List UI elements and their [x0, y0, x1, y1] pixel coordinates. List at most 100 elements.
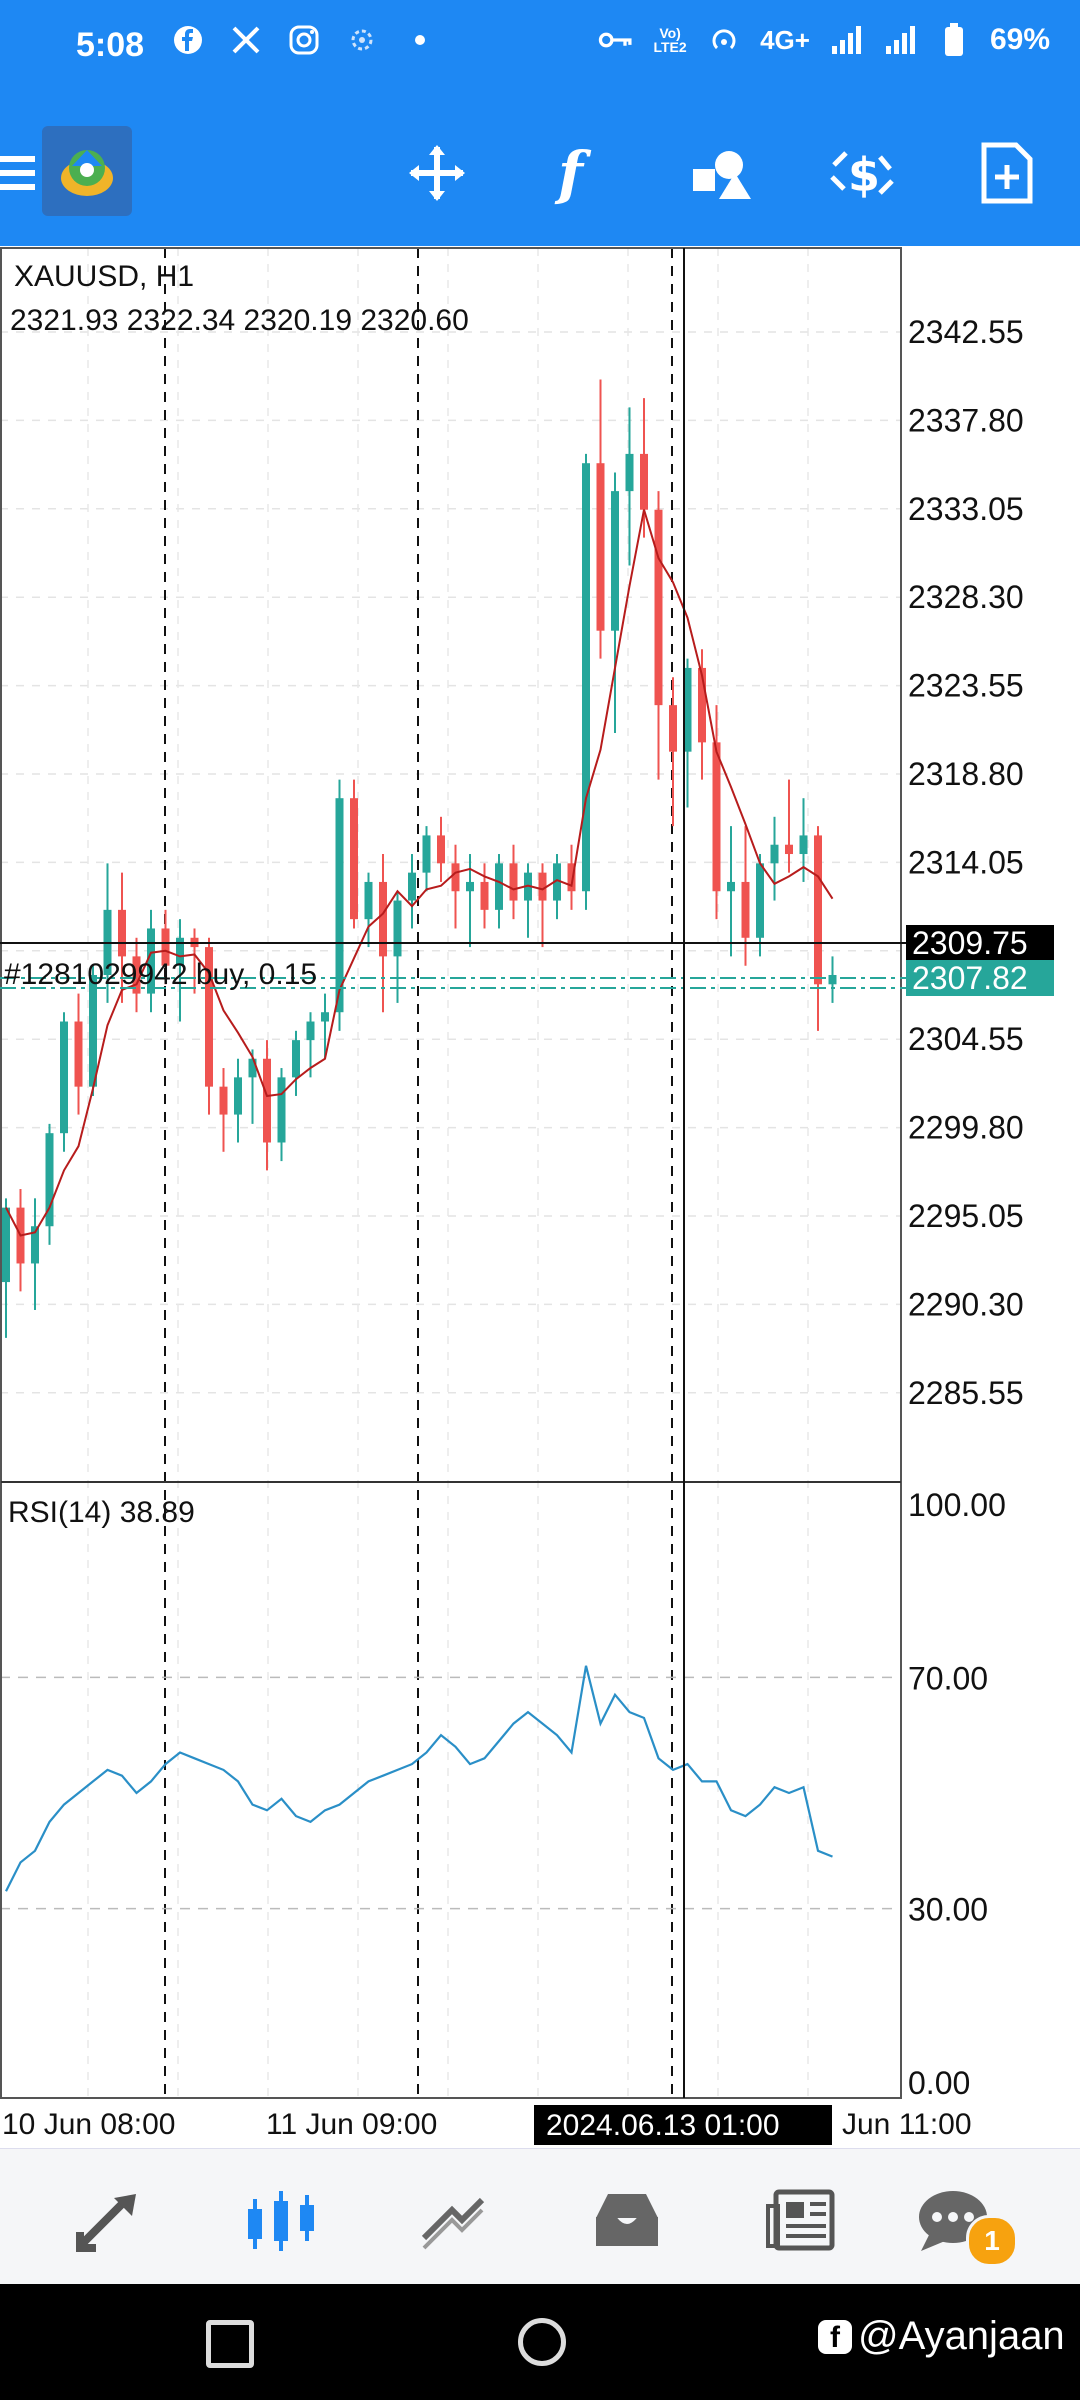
candle-body [466, 881, 474, 892]
new-order-icon[interactable] [962, 128, 1052, 218]
facebook-icon [170, 22, 206, 58]
bottom-navigation: 1 [0, 2148, 1080, 2285]
key-icon [598, 22, 634, 58]
candle [60, 1012, 68, 1152]
crosshair-date-tag [534, 2105, 832, 2145]
candle [74, 993, 83, 1115]
candle-body [669, 705, 677, 752]
candle [422, 826, 431, 892]
candle [408, 854, 416, 929]
price-chart[interactable]: 2309.75 2307.82 #1281029942 buy, 0.15 XA… [0, 246, 1080, 2146]
candle-body [60, 1021, 68, 1134]
recent-apps-icon[interactable] [206, 2320, 254, 2368]
status-bar: 5:08 Vo) LTE2 4G+ [0, 0, 1080, 98]
rsi-tick-label: 100.00 [908, 1487, 1006, 1523]
rsi-line [5, 1665, 833, 1892]
candle [437, 816, 445, 882]
candle [2, 1198, 10, 1338]
candle-body [89, 974, 97, 1087]
current-price-label: 2309.75 [912, 925, 1028, 961]
price-tick-label: 2318.80 [908, 756, 1024, 792]
messages-badge-count: 1 [984, 2225, 1000, 2256]
candle [828, 956, 837, 1003]
facebook-icon: f [818, 2319, 852, 2354]
candle [654, 491, 663, 780]
network-type: 4G+ [760, 24, 810, 55]
trade-icon[interactable] [408, 2175, 498, 2265]
candle [205, 937, 213, 1115]
battery-icon [936, 22, 972, 58]
candle [712, 705, 721, 920]
chart-icon[interactable] [236, 2175, 326, 2265]
current-price-tag [906, 925, 1054, 961]
candle-body [741, 881, 750, 938]
moving-average-line [5, 509, 834, 1237]
position-label[interactable]: #1281029942 buy, 0.15 [4, 958, 317, 991]
price-tick-label: 2295.05 [908, 1198, 1024, 1234]
rsi-tick-label: 30.00 [908, 1892, 988, 1928]
price-tick-label: 2333.05 [908, 491, 1024, 527]
candle-body [277, 1077, 286, 1143]
svg-text:f: f [554, 141, 592, 205]
chart-border [0, 247, 902, 2099]
price-tick-label: 2323.55 [908, 668, 1024, 704]
news-icon[interactable] [756, 2175, 846, 2265]
candle-body [350, 798, 358, 920]
price-tick-label: 2337.80 [908, 402, 1024, 438]
trade-icon[interactable]: $ [818, 128, 908, 218]
candle [147, 909, 155, 1013]
candle [219, 1068, 228, 1152]
candle-body [698, 667, 706, 743]
instagram-icon [286, 22, 322, 58]
history-icon[interactable] [582, 2175, 672, 2265]
candle [756, 854, 764, 957]
candle-body [538, 872, 547, 901]
home-icon[interactable] [518, 2318, 566, 2366]
candle-body [799, 835, 808, 855]
candle-body [379, 881, 387, 957]
position-price-label: 2307.82 [912, 960, 1028, 996]
menu-icon[interactable] [0, 128, 60, 218]
candle-body [596, 463, 605, 631]
rsi-tick-label: 0.00 [908, 2065, 970, 2101]
indicators-icon[interactable]: f [532, 128, 622, 218]
candle [611, 472, 619, 734]
chart-toolbar: f $ [0, 98, 1080, 246]
candle-body [335, 798, 344, 1013]
candle-body [814, 835, 822, 985]
candle [538, 863, 547, 948]
candle [669, 677, 677, 827]
candle [45, 1123, 54, 1245]
quotes-icon[interactable] [64, 2175, 154, 2265]
status-time: 5:08 [76, 26, 145, 64]
candle-body [219, 1086, 228, 1115]
candle-body [306, 1021, 315, 1041]
candle [248, 1049, 257, 1124]
candle-body [45, 1133, 54, 1227]
candle-body [176, 937, 184, 966]
objects-icon[interactable] [676, 128, 766, 218]
candle [770, 816, 779, 901]
svg-text:$: $ [848, 148, 880, 202]
candle-body [292, 1040, 300, 1078]
app-logo-icon[interactable] [42, 126, 132, 216]
candle [393, 891, 402, 1003]
rsi-label: RSI(14) 38.89 [8, 1496, 195, 1529]
volte-icon: Vo) LTE2 [653, 25, 687, 55]
candle-body [321, 1012, 329, 1022]
candle [495, 854, 503, 929]
price-tick-label: 2342.55 [908, 314, 1024, 350]
candle [306, 1012, 315, 1078]
crosshair-icon[interactable] [392, 128, 482, 218]
candle [741, 826, 750, 966]
chart-area[interactable]: 2309.75 2307.82 #1281029942 buy, 0.15 XA… [0, 246, 1080, 2146]
candle-body [132, 956, 141, 994]
crosshair-date-label: 2024.06.13 01:00 [546, 2109, 780, 2142]
candle-body [712, 742, 721, 892]
candle [277, 1068, 286, 1162]
dot-icon [402, 22, 438, 58]
candle-body [785, 844, 793, 855]
hotspot-icon [706, 22, 742, 58]
candle [16, 1189, 25, 1292]
candle [727, 826, 735, 957]
